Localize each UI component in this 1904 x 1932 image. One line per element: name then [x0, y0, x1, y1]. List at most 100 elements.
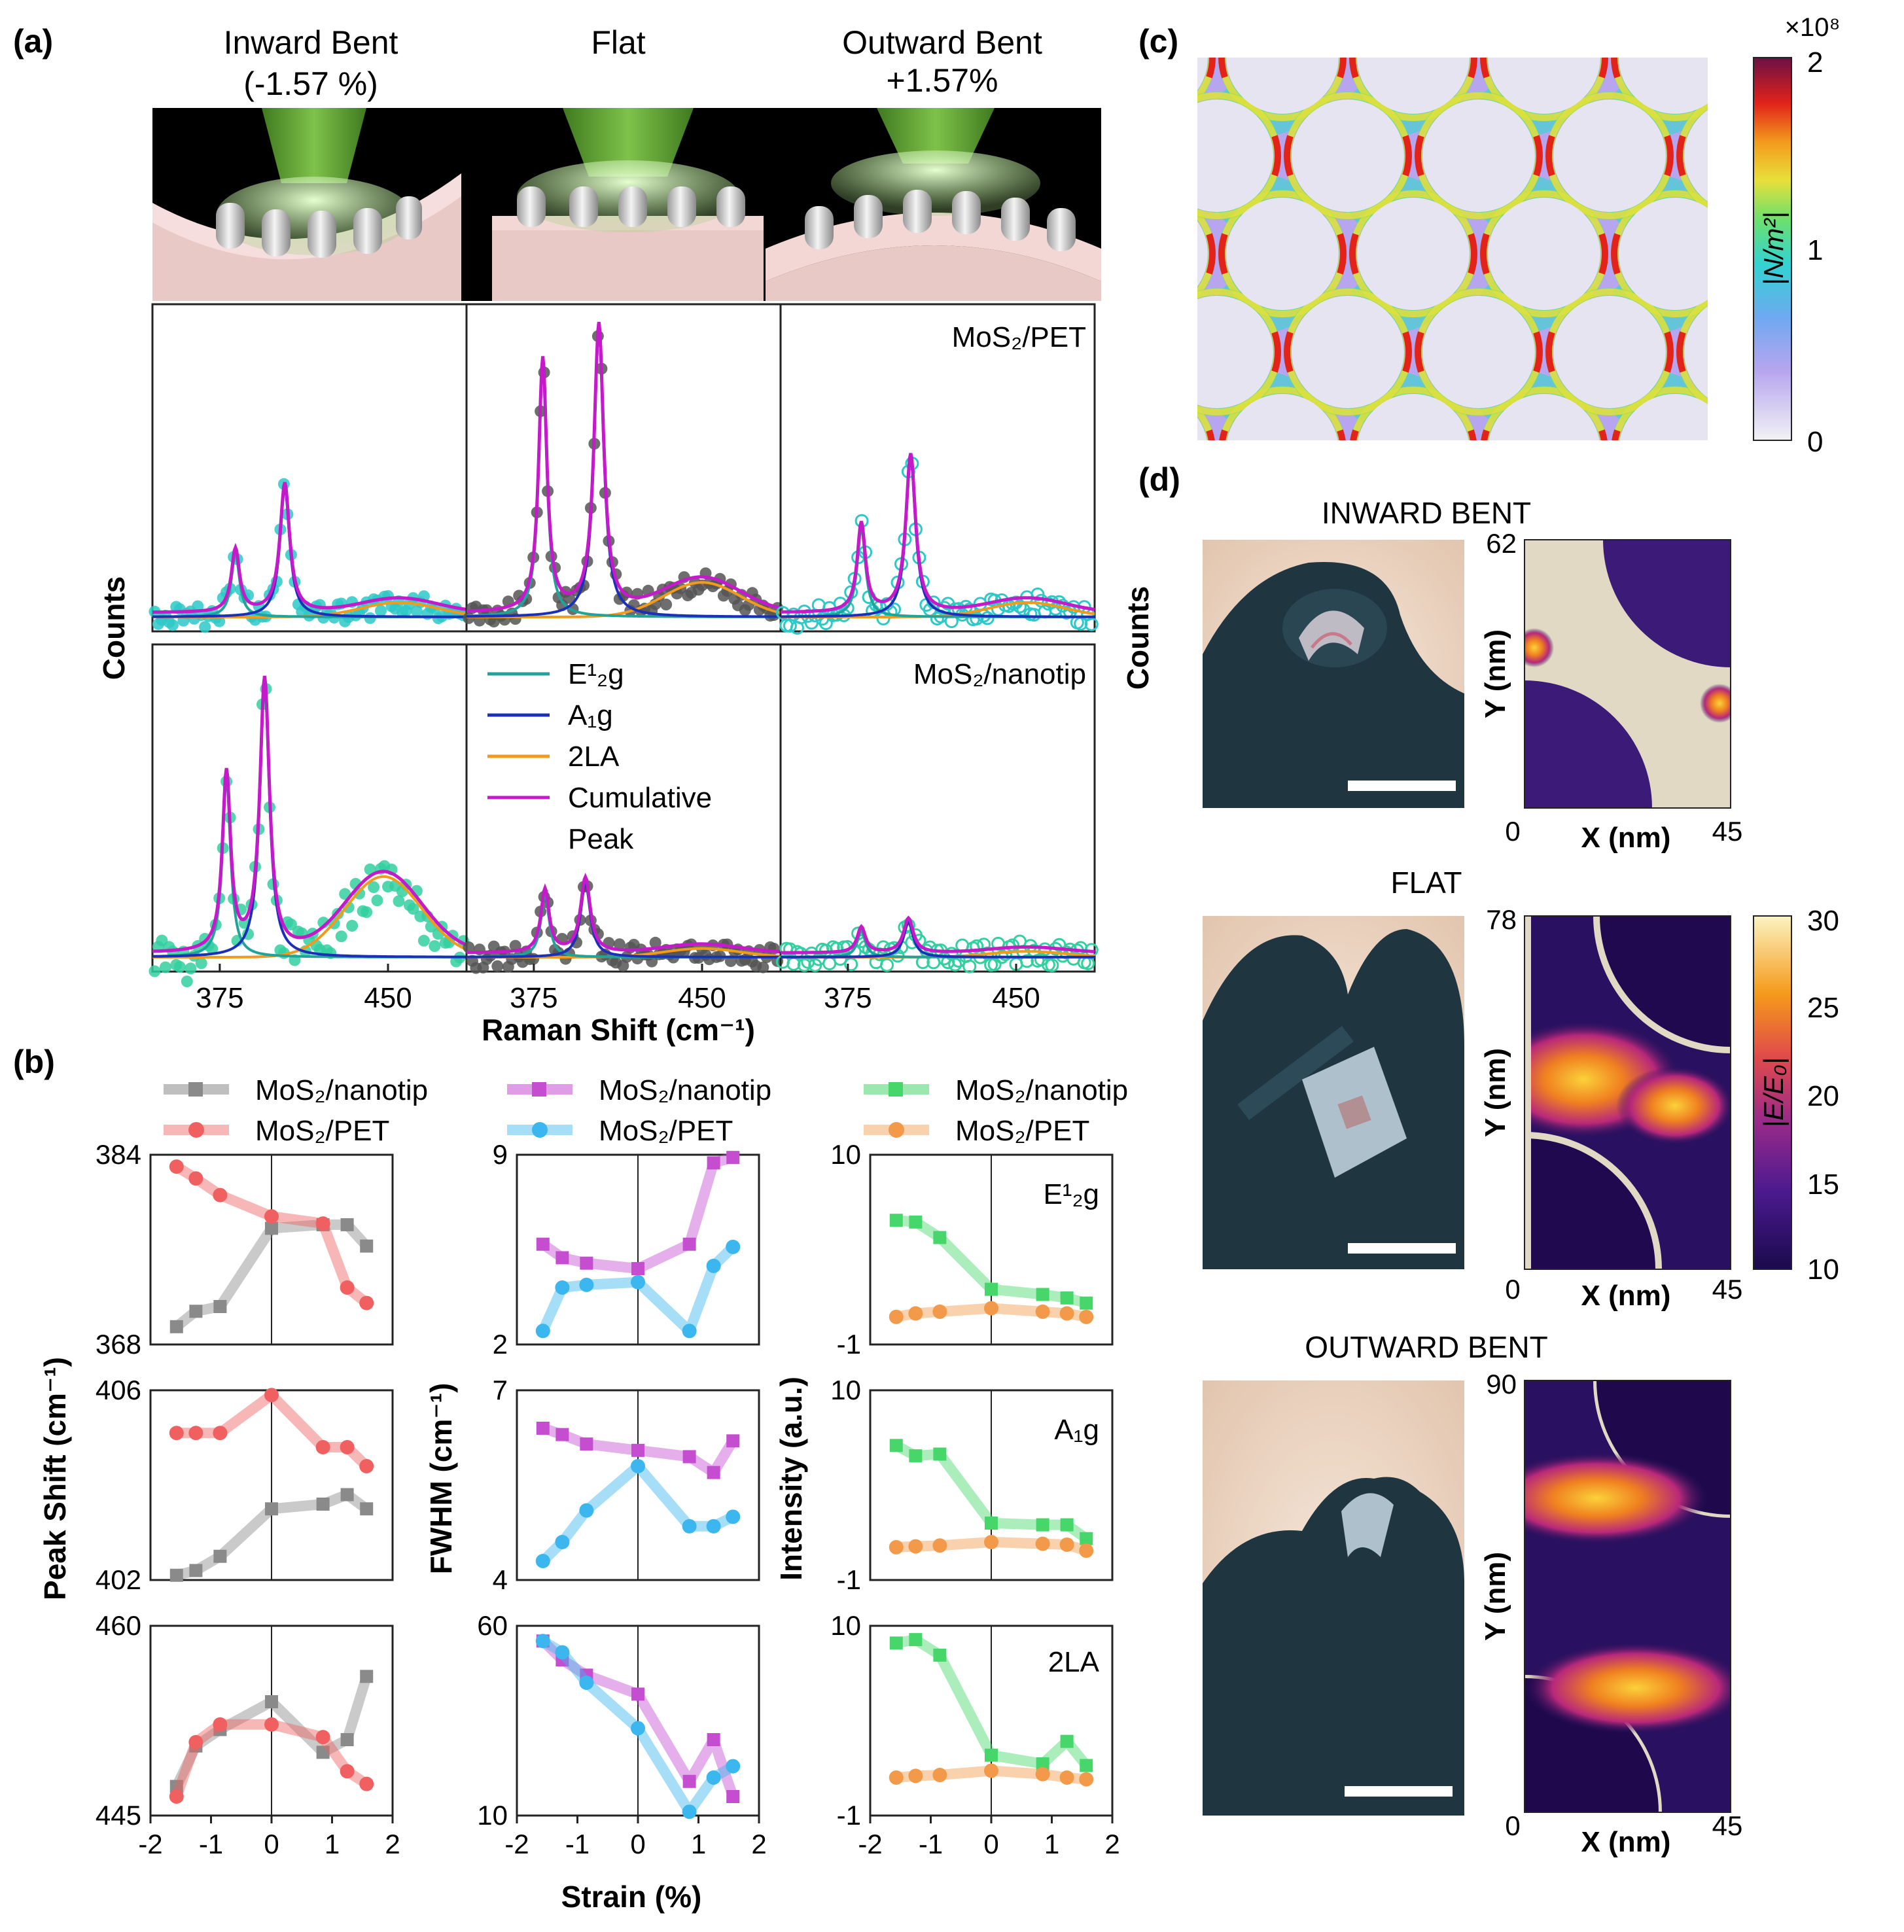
scale-bar: [1348, 1243, 1456, 1254]
raman-frame: [779, 643, 1096, 973]
strain-point: [213, 1300, 227, 1313]
strain-ytick-label: 10: [830, 1610, 861, 1641]
raman-panel: [775, 303, 1099, 635]
raman-data-point: [285, 919, 297, 930]
strain-point: [188, 1426, 203, 1441]
stress-hotspot: [1533, 331, 1543, 373]
raman-data-point: [181, 975, 193, 988]
strain-point: [682, 1804, 697, 1819]
strain-point: [360, 1670, 374, 1683]
raman-data-point: [195, 957, 207, 970]
scene-illustration: [152, 108, 1101, 301]
strain-point: [908, 1768, 923, 1783]
strain-point: [1036, 1288, 1049, 1301]
stress-ring: [1197, 58, 1216, 103]
raman-data-point: [375, 605, 387, 617]
stress-region: [1740, 470, 1832, 529]
strain-ylabel-peakshift: Peak Shift (cm⁻¹): [38, 1357, 72, 1600]
raman-data-point: [613, 938, 626, 951]
strain-ytick-label: 10: [477, 1800, 508, 1831]
stress-hole: [1553, 296, 1666, 408]
raman-data-point: [429, 940, 441, 952]
strain-point: [213, 1549, 227, 1563]
strain-point: [555, 1280, 570, 1295]
stress-hole: [1684, 110, 1708, 202]
raman-cumulative-curve: [781, 915, 1095, 955]
strain-point: [213, 1426, 228, 1441]
stress-region: [1217, 470, 1309, 529]
strain-point: [189, 1564, 203, 1577]
scale-bar: [1345, 1786, 1453, 1797]
stress-hole: [1197, 58, 1208, 90]
raman-data-point: [417, 934, 430, 947]
stress-hotspot: [1598, 233, 1608, 275]
strain-point: [889, 1539, 904, 1554]
stress-hotspot: [1676, 135, 1686, 177]
raman-cumulative-curve: [152, 482, 467, 614]
strain-ytick-label: 2: [493, 1329, 508, 1360]
strain-panel: 10 -1: [830, 1375, 1114, 1595]
strain-point: [706, 1258, 721, 1273]
strain-point: [359, 1295, 374, 1310]
stress-hotspot: [1402, 135, 1412, 177]
strain-point: [933, 1648, 947, 1662]
strain-point: [726, 1509, 741, 1524]
field-cbar-tick-10: 10: [1807, 1254, 1839, 1286]
strain-point: [631, 1262, 644, 1275]
raman-xlabel: Raman Shift (cm⁻¹): [482, 1013, 755, 1047]
stress-hotspot: [1598, 429, 1608, 440]
stress-hole: [1619, 394, 1708, 440]
stress-hotspot: [1480, 233, 1490, 275]
stress-hole: [1197, 221, 1208, 287]
raman-data-point: [970, 612, 984, 625]
d1-x1: 45: [1712, 1274, 1743, 1305]
strain-point: [707, 1466, 720, 1479]
strain-panel: 60 10-2 -1 0 1 2: [477, 1610, 766, 1859]
stress-ring-edge: [1197, 209, 1215, 298]
strain-tick-label: -2: [504, 1829, 529, 1859]
strain-point: [631, 1443, 644, 1457]
raman-a1g-curve: [152, 487, 467, 618]
strain-point: [707, 1156, 720, 1170]
stress-hole: [1422, 296, 1535, 408]
raman-data-point: [1013, 599, 1027, 614]
strain-point: [631, 1687, 644, 1701]
raman-data-point: [149, 965, 161, 977]
stress-hotspot: [1402, 331, 1412, 373]
strain-tick-label: -2: [138, 1829, 162, 1859]
strain-point: [169, 1159, 184, 1174]
stress-hole: [1197, 99, 1273, 212]
strain-point: [631, 1721, 645, 1736]
strain-point: [1079, 1309, 1094, 1324]
stress-hotspot: [1611, 233, 1621, 275]
raman-a1g-curve: [781, 921, 1095, 958]
strain-point: [169, 1320, 183, 1333]
strain-panel: 460 445-2 -1 0 1 2: [96, 1610, 400, 1859]
field-map-outward: [1525, 1380, 1731, 1812]
raman-data-point: [527, 953, 540, 965]
scale-bar: [1348, 781, 1456, 791]
raman-data-point: [646, 955, 658, 968]
strain-point: [360, 1502, 374, 1516]
strain-point: [726, 1790, 740, 1803]
strain-tick-label: 2: [751, 1829, 766, 1859]
scene-subtitle-inward: (-1.57 %): [243, 65, 378, 102]
stress-ring-edge: [1350, 387, 1476, 440]
stress-hole: [1292, 296, 1404, 408]
strain-point: [1035, 1304, 1050, 1319]
raman-tick-label: 450: [364, 982, 412, 1014]
stress-cbar-tick-1: 1: [1807, 234, 1823, 266]
strain-tick-label: 2: [1104, 1829, 1119, 1859]
strain-point: [1060, 1291, 1074, 1305]
stress-hotspot: [1284, 135, 1294, 177]
strain-point: [264, 1717, 279, 1732]
legend-b2-pet: MoS₂/PET: [599, 1115, 733, 1147]
mode-label-a1g: A₁g: [1054, 1414, 1099, 1446]
legend-peak: Peak: [568, 823, 634, 855]
field-map-flat: [1525, 916, 1731, 1269]
strain-point: [631, 1274, 645, 1290]
strain-point: [188, 1734, 203, 1749]
strain-point: [169, 1426, 184, 1441]
